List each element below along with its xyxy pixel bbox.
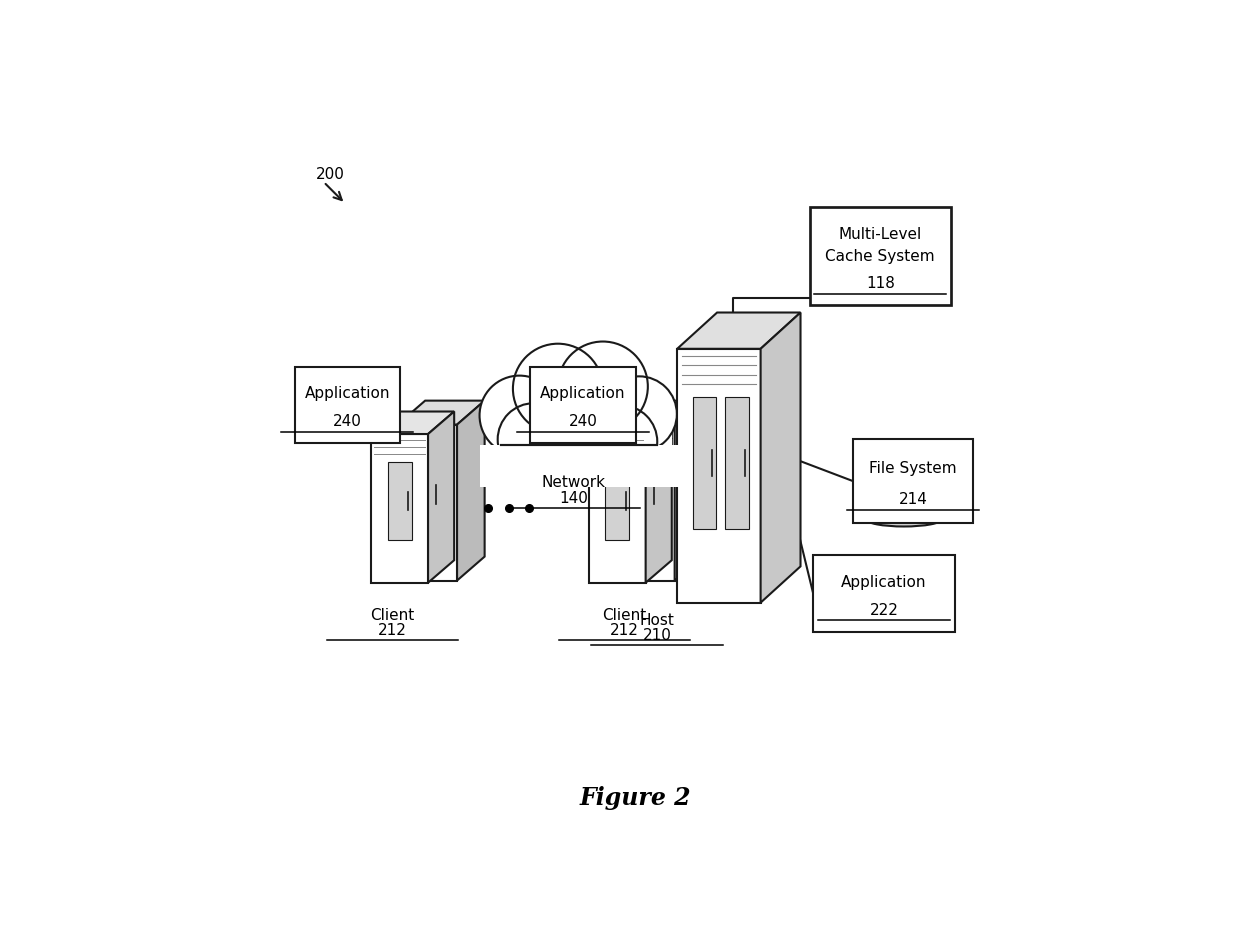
Polygon shape [398,425,458,580]
Polygon shape [813,556,955,632]
Ellipse shape [866,447,942,462]
Ellipse shape [866,512,942,527]
Text: Cache System: Cache System [826,249,935,264]
Polygon shape [372,412,454,434]
Text: 212: 212 [378,623,407,638]
Text: Multi-Level: Multi-Level [838,227,921,242]
Polygon shape [853,439,973,523]
Polygon shape [866,454,942,519]
Polygon shape [646,412,672,583]
Text: 214: 214 [899,492,928,507]
Polygon shape [615,425,675,580]
Polygon shape [487,385,672,447]
Polygon shape [398,400,485,425]
Text: 140: 140 [559,491,588,506]
Text: Client: Client [603,609,647,624]
Polygon shape [295,366,399,443]
Polygon shape [415,454,440,535]
Polygon shape [428,412,454,583]
Polygon shape [458,400,485,580]
Polygon shape [760,313,801,603]
Circle shape [480,376,559,455]
Text: Application: Application [841,575,926,590]
Polygon shape [632,454,657,535]
Polygon shape [810,207,951,305]
Circle shape [531,405,610,484]
Polygon shape [388,463,412,540]
Circle shape [585,405,657,478]
Polygon shape [372,434,428,583]
Text: Client: Client [371,609,414,624]
Polygon shape [677,313,801,349]
Text: 240: 240 [568,414,598,430]
Text: File System: File System [869,462,957,476]
Text: Network: Network [542,476,606,491]
Polygon shape [531,366,635,443]
Polygon shape [480,445,683,487]
Polygon shape [677,349,760,603]
Polygon shape [675,400,702,580]
Text: Application: Application [541,386,626,401]
Text: 212: 212 [610,623,639,638]
Polygon shape [615,400,702,425]
Text: 240: 240 [332,414,362,430]
Polygon shape [725,397,749,529]
Text: Figure 2: Figure 2 [579,787,692,810]
Text: Host: Host [640,613,675,628]
Text: 118: 118 [866,276,895,291]
Text: Application: Application [305,386,389,401]
Text: 222: 222 [869,603,898,618]
Polygon shape [605,463,629,540]
Circle shape [601,377,677,452]
Circle shape [497,403,570,476]
Text: 200: 200 [316,167,345,182]
Circle shape [558,342,647,431]
Polygon shape [589,412,672,434]
Polygon shape [693,397,715,529]
Text: 210: 210 [642,627,672,642]
Circle shape [513,344,603,433]
Polygon shape [589,434,646,583]
